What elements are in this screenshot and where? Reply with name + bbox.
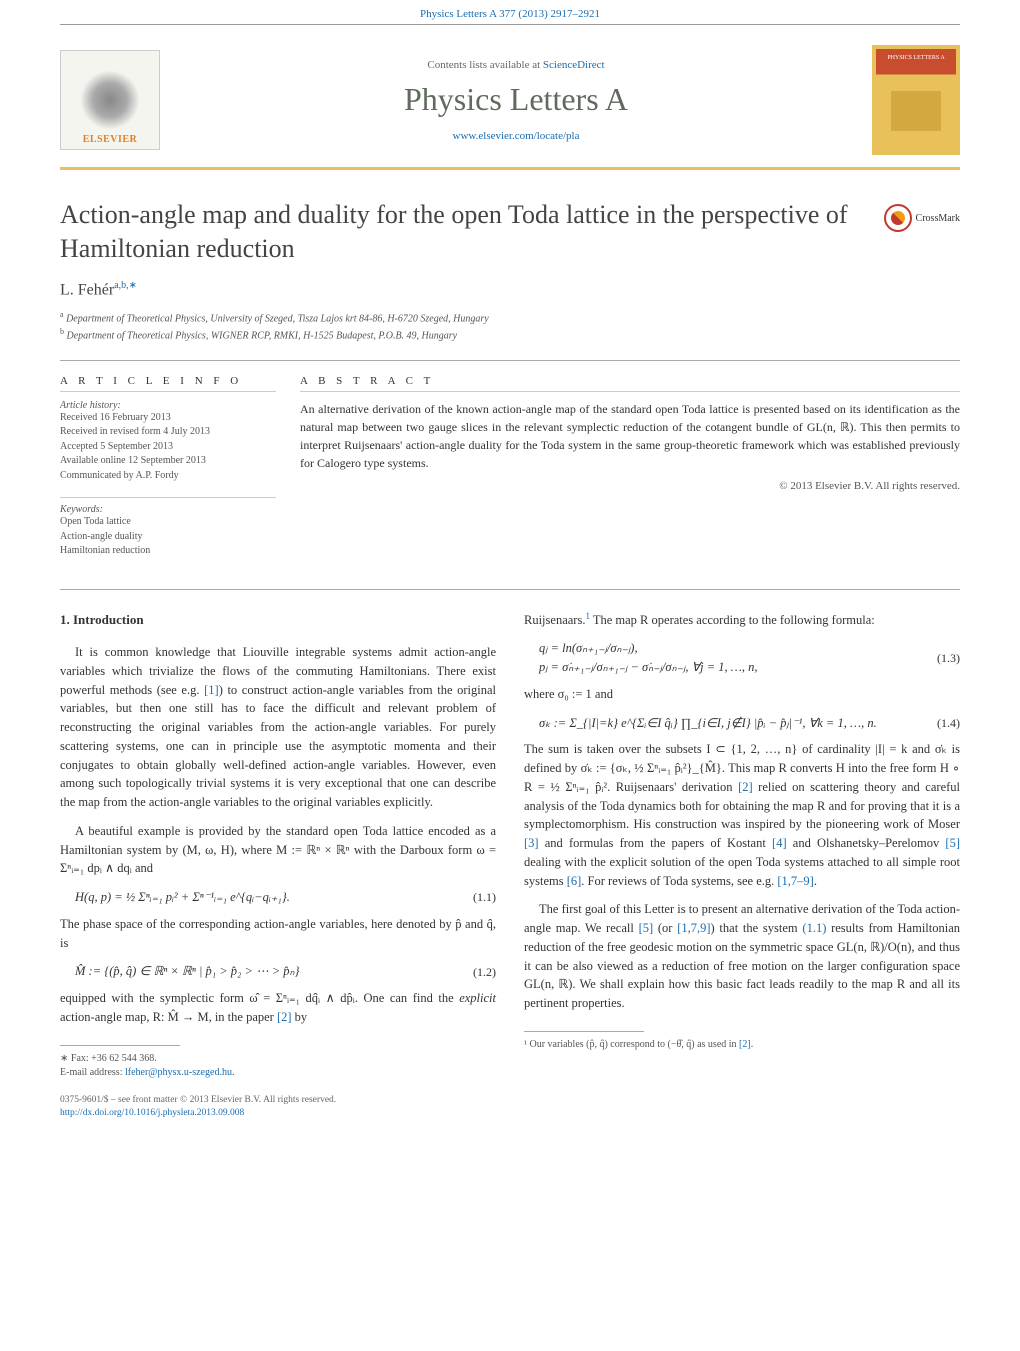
ref-2-b[interactable]: [2] <box>738 780 753 794</box>
footnote-email: E-mail address: lfeher@physx.u-szeged.hu… <box>60 1066 496 1080</box>
ref-3[interactable]: [3] <box>524 836 539 850</box>
eq-1-2-body: M̂ := {(p̂, q̂) ∈ ℝⁿ × ℝⁿ | p̂₁ > p̂₂ > … <box>60 962 473 981</box>
equation-1-4: σₖ := Σ_{|I|=k} e^{Σᵢ∈I q̂ᵢ} ∏_{i∈I, j∉I… <box>524 714 960 733</box>
affiliations: a Department of Theoretical Physics, Uni… <box>60 309 960 344</box>
contents-line: Contents lists available at ScienceDirec… <box>160 59 872 71</box>
sciencedirect-link[interactable]: ScienceDirect <box>543 59 605 71</box>
article-header: Action-angle map and duality for the ope… <box>60 198 960 344</box>
info-abstract-row: A R T I C L E I N F O Article history: R… <box>60 360 960 559</box>
para-r1: Ruijsenaars.1 The map R operates accordi… <box>524 610 960 630</box>
issn-line: 0375-9601/$ – see front matter © 2013 El… <box>60 1094 960 1107</box>
eq-1-3-num: (1.3) <box>937 649 960 667</box>
publisher-name: ELSEVIER <box>83 134 138 145</box>
ref-1[interactable]: [1] <box>204 683 219 697</box>
eq-1-4-num: (1.4) <box>937 714 960 732</box>
eq-1-4-body: σₖ := Σ_{|I|=k} e^{Σᵢ∈I q̂ᵢ} ∏_{i∈I, j∉I… <box>524 714 937 733</box>
para-r3: The sum is taken over the subsets I ⊂ {1… <box>524 740 960 890</box>
keyword-1: Open Toda lattice <box>60 515 276 530</box>
right-column: Ruijsenaars.1 The map R operates accordi… <box>524 610 960 1080</box>
history-revised: Received in revised form 4 July 2013 <box>60 425 276 440</box>
history-label: Article history: <box>60 400 276 411</box>
footnote-1: ¹ Our variables (p̂, q̂) correspond to (… <box>524 1038 960 1052</box>
cover-label: PHYSICS LETTERS A <box>887 55 944 61</box>
author-line: L. Fehéra,b,∗ <box>60 280 960 299</box>
para-l1: It is common knowledge that Liouville in… <box>60 643 496 812</box>
section-1-heading: 1. Introduction <box>60 610 496 630</box>
citation-text: Physics Letters A 377 (2013) 2917–2921 <box>420 8 600 20</box>
eq-1-2-num: (1.2) <box>473 963 496 981</box>
footnote-separator-left <box>60 1045 180 1046</box>
abstract-heading: A B S T R A C T <box>300 375 960 392</box>
equation-1-2: M̂ := {(p̂, q̂) ∈ ℝⁿ × ℝⁿ | p̂₁ > p̂₂ > … <box>60 962 496 981</box>
para-r2: where σ₀ := 1 and <box>524 685 960 704</box>
equation-1-3: qⱼ = ln(σₙ₊₁₋ⱼ/σₙ₋ⱼ), pⱼ = σ̇ₙ₊₁₋ⱼ/σₙ₊₁₋… <box>524 639 960 677</box>
journal-url[interactable]: www.elsevier.com/locate/pla <box>160 130 872 142</box>
eq-1-1-num: (1.1) <box>473 888 496 906</box>
equation-1-1: H(q, p) = ½ Σⁿᵢ₌₁ pᵢ² + Σⁿ⁻¹ᵢ₌₁ e^{qᵢ−qᵢ… <box>60 888 496 907</box>
footnote-correspondence: ∗ Fax: +36 62 544 368. E-mail address: l… <box>60 1052 496 1080</box>
eq-1-1-body: H(q, p) = ½ Σⁿᵢ₌₁ pᵢ² + Σⁿ⁻¹ᵢ₌₁ e^{qᵢ−qᵢ… <box>60 888 473 907</box>
footnote-separator-right <box>524 1031 644 1032</box>
keyword-2: Action-angle duality <box>60 530 276 545</box>
abstract-copyright: © 2013 Elsevier B.V. All rights reserved… <box>300 480 960 492</box>
abstract: A B S T R A C T An alternative derivatio… <box>300 375 960 559</box>
ref-1-7-9b[interactable]: [1,7,9] <box>677 921 710 935</box>
para-l4: equipped with the symplectic form ω̂ = Σ… <box>60 989 496 1027</box>
citation-header: Physics Letters A 377 (2013) 2917–2921 <box>60 0 960 25</box>
ref-1-7-9[interactable]: [1,7–9] <box>777 874 813 888</box>
author-name: L. Fehér <box>60 281 114 298</box>
author-sup: a,b,∗ <box>114 280 137 291</box>
history-accepted: Accepted 5 September 2013 <box>60 440 276 455</box>
history-communicated: Communicated by A.P. Fordy <box>60 469 276 484</box>
footnote-fax: ∗ Fax: +36 62 544 368. <box>60 1052 496 1066</box>
journal-title: Physics Letters A <box>160 81 872 118</box>
journal-center: Contents lists available at ScienceDirec… <box>160 59 872 142</box>
history-online: Available online 12 September 2013 <box>60 454 276 469</box>
article-info: A R T I C L E I N F O Article history: R… <box>60 375 300 559</box>
para-r4: The first goal of this Letter is to pres… <box>524 900 960 1013</box>
ref-6[interactable]: [6] <box>567 874 582 888</box>
email-link[interactable]: lfeher@physx.u-szeged.hu <box>125 1067 232 1078</box>
journal-header: ELSEVIER Contents lists available at Sci… <box>60 45 960 170</box>
history-received: Received 16 February 2013 <box>60 411 276 426</box>
eqref-1-1[interactable]: (1.1) <box>802 921 826 935</box>
title-row: Action-angle map and duality for the ope… <box>60 198 960 266</box>
keyword-3: Hamiltonian reduction <box>60 544 276 559</box>
crossmark-badge[interactable]: CrossMark <box>884 204 960 232</box>
affiliation-a: a Department of Theoretical Physics, Uni… <box>60 309 960 326</box>
publisher-logo[interactable]: ELSEVIER <box>60 50 160 150</box>
affiliation-b: b Department of Theoretical Physics, WIG… <box>60 326 960 343</box>
article-info-heading: A R T I C L E I N F O <box>60 375 276 392</box>
page-footer: 0375-9601/$ – see front matter © 2013 El… <box>60 1094 960 1121</box>
ref-4[interactable]: [4] <box>772 836 787 850</box>
crossmark-icon <box>884 204 912 232</box>
abstract-text: An alternative derivation of the known a… <box>300 400 960 472</box>
elsevier-tree-icon <box>80 70 140 130</box>
body-columns: 1. Introduction It is common knowledge t… <box>60 589 960 1080</box>
ref-5-a[interactable]: [5] <box>945 836 960 850</box>
article-title: Action-angle map and duality for the ope… <box>60 198 864 266</box>
contents-prefix: Contents lists available at <box>427 59 542 71</box>
journal-cover-thumb[interactable]: PHYSICS LETTERS A <box>872 45 960 155</box>
ref-2-a[interactable]: [2] <box>277 1010 292 1024</box>
keywords-label: Keywords: <box>60 497 276 515</box>
para-l2: A beautiful example is provided by the s… <box>60 822 496 878</box>
left-column: 1. Introduction It is common knowledge t… <box>60 610 496 1080</box>
doi-link[interactable]: http://dx.doi.org/10.1016/j.physleta.201… <box>60 1108 244 1118</box>
para-l3: The phase space of the corresponding act… <box>60 915 496 953</box>
ref-2-c[interactable]: [2] <box>739 1039 751 1050</box>
crossmark-label: CrossMark <box>916 213 960 224</box>
eq-1-3-body: qⱼ = ln(σₙ₊₁₋ⱼ/σₙ₋ⱼ), pⱼ = σ̇ₙ₊₁₋ⱼ/σₙ₊₁₋… <box>524 639 937 677</box>
ref-5-b[interactable]: [5] <box>639 921 654 935</box>
cover-art-icon <box>891 91 941 131</box>
